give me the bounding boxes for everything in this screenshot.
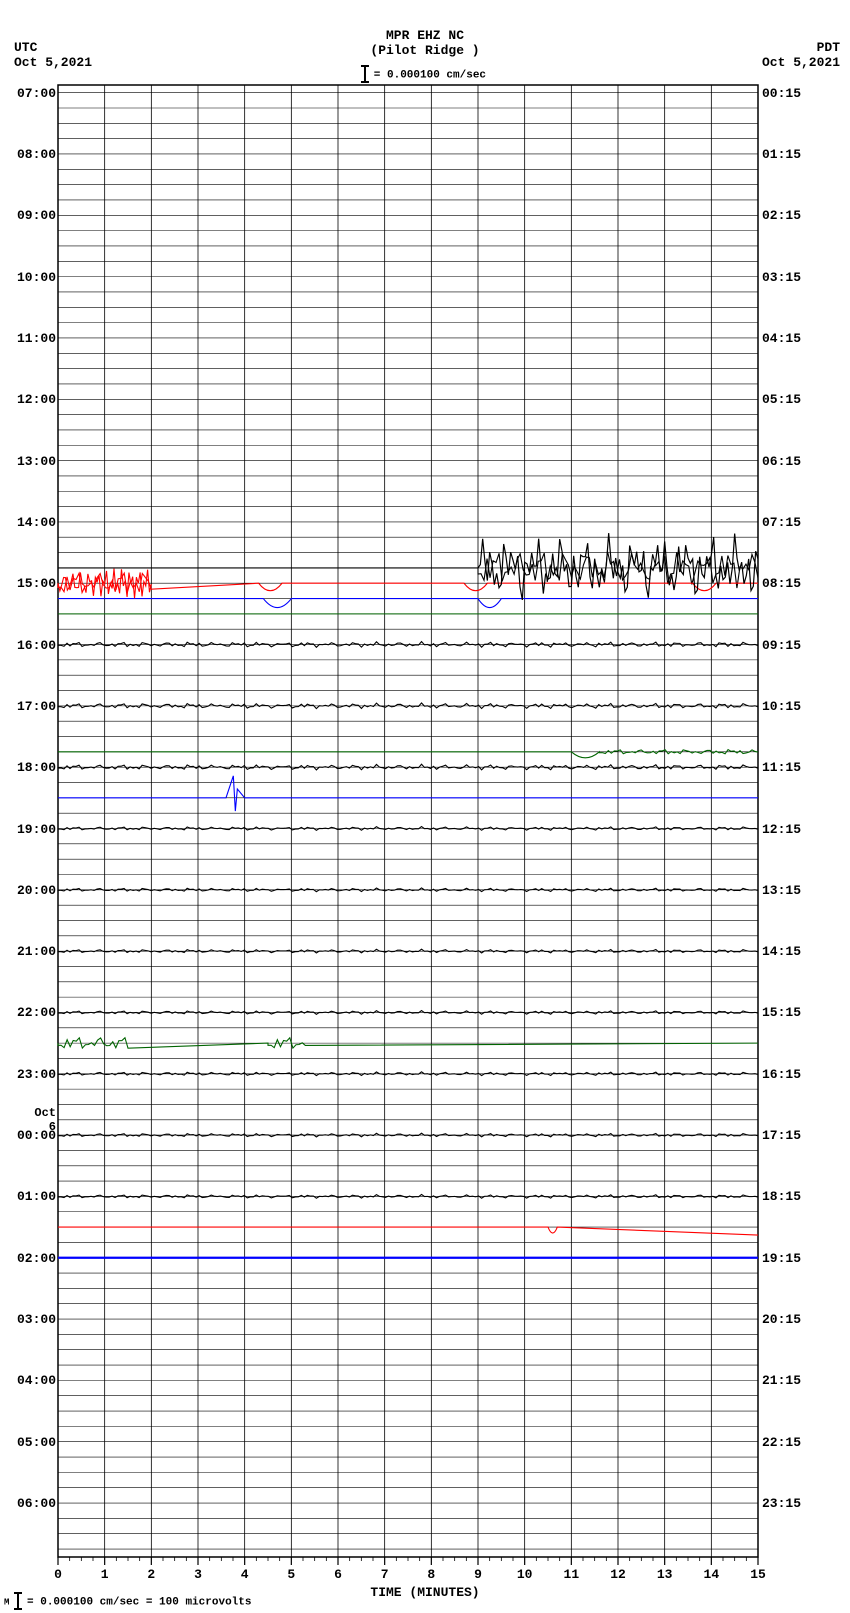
pdt-time-label: 07:15 [762,515,801,530]
utc-date: Oct 5,2021 [14,55,92,70]
minute-tick-label: 12 [610,1567,626,1582]
pdt-time-label: 01:15 [762,147,801,162]
pdt-time-label: 23:15 [762,1496,801,1511]
pdt-time-label: 00:15 [762,86,801,101]
utc-time-label: 08:00 [17,147,56,162]
minute-tick-label: 6 [334,1567,342,1582]
minute-tick-label: 9 [474,1567,482,1582]
pdt-time-label: 17:15 [762,1128,801,1143]
footer-scale: M = 0.000100 cm/sec = 100 microvolts [4,1592,251,1610]
pdt-time-label: 09:15 [762,638,801,653]
pdt-time-label: 04:15 [762,331,801,346]
minute-tick-label: 4 [241,1567,249,1582]
pdt-time-label: 10:15 [762,699,801,714]
utc-time-label: 13:00 [17,454,56,469]
utc-time-label: 07:00 [17,86,56,101]
minute-tick-label: 5 [287,1567,295,1582]
utc-time-label: 22:00 [17,1005,56,1020]
pdt-time-label: 05:15 [762,392,801,407]
minute-tick-label: 1 [101,1567,109,1582]
pdt-time-label: 03:15 [762,270,801,285]
utc-time-label: 14:00 [17,515,56,530]
pdt-time-label: 14:15 [762,944,801,959]
scale-indicator: = 0.000100 cm/sec [364,65,486,83]
utc-time-label: 03:00 [17,1312,56,1327]
utc-time-label: 16:00 [17,638,56,653]
minute-tick-label: 8 [427,1567,435,1582]
utc-time-label: 17:00 [17,699,56,714]
minute-tick-label: 7 [381,1567,389,1582]
utc-label: UTC [14,40,92,55]
minute-tick-label: 14 [704,1567,720,1582]
utc-time-label: 23:00 [17,1067,56,1082]
utc-time-label: 09:00 [17,208,56,223]
pdt-time-label: 20:15 [762,1312,801,1327]
utc-time-label: 19:00 [17,822,56,837]
footer-text: = 0.000100 cm/sec = 100 microvolts [27,1596,251,1608]
utc-time-label: 02:00 [17,1251,56,1266]
utc-time-label: 20:00 [17,883,56,898]
minute-tick-label: 3 [194,1567,202,1582]
pdt-time-label: 16:15 [762,1067,801,1082]
seismogram-chart: 07:0008:0009:0010:0011:0012:0013:0014:00… [58,85,758,1557]
pdt-time-label: 13:15 [762,883,801,898]
utc-time-label: 15:00 [17,576,56,591]
minute-tick-label: 15 [750,1567,766,1582]
utc-time-label: 06:00 [17,1496,56,1511]
utc-time-label: 11:00 [17,331,56,346]
station-code: MPR EHZ NC [370,28,479,43]
minute-tick-label: 2 [147,1567,155,1582]
pdt-time-label: 08:15 [762,576,801,591]
utc-time-label: 10:00 [17,270,56,285]
pdt-time-label: 15:15 [762,1005,801,1020]
pdt-time-label: 22:15 [762,1435,801,1450]
pdt-label: PDT [762,40,840,55]
utc-time-label: 21:00 [17,944,56,959]
minute-tick-label: 10 [517,1567,533,1582]
utc-time-label: 00:00 [17,1128,56,1143]
pdt-time-label: 11:15 [762,760,801,775]
utc-time-label: 04:00 [17,1373,56,1388]
pdt-time-label: 06:15 [762,454,801,469]
pdt-time-label: 02:15 [762,208,801,223]
pdt-time-label: 19:15 [762,1251,801,1266]
utc-time-label: 12:00 [17,392,56,407]
utc-time-label: 01:00 [17,1189,56,1204]
minute-tick-label: 0 [54,1567,62,1582]
station-location: (Pilot Ridge ) [370,43,479,58]
utc-time-label: 05:00 [17,1435,56,1450]
utc-time-label: 18:00 [17,760,56,775]
minute-tick-label: 11 [564,1567,580,1582]
pdt-time-label: 21:15 [762,1373,801,1388]
pdt-date: Oct 5,2021 [762,55,840,70]
x-axis-label: TIME (MINUTES) [370,1585,479,1600]
scale-text: = 0.000100 cm/sec [374,69,486,81]
minute-tick-label: 13 [657,1567,673,1582]
pdt-time-label: 12:15 [762,822,801,837]
pdt-time-label: 18:15 [762,1189,801,1204]
